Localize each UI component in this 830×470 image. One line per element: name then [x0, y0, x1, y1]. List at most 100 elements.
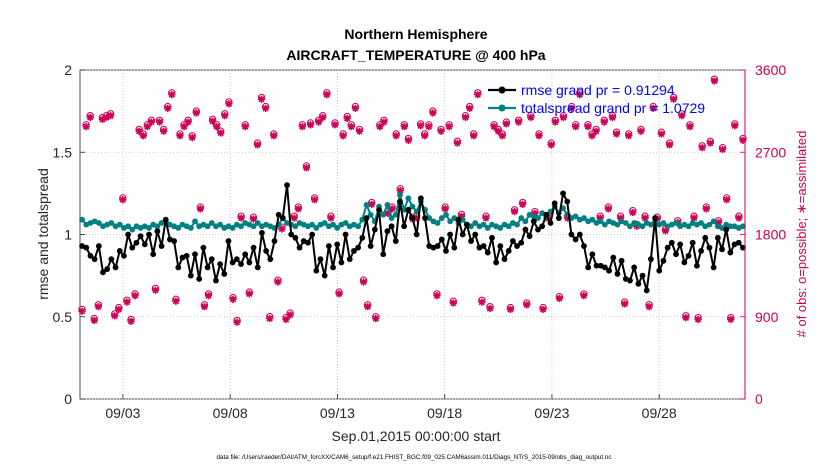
assimilated-obs-point [523, 301, 531, 309]
assimilated-obs-point [555, 294, 563, 303]
y-left-tick-label: 1.5 [53, 144, 73, 160]
totalspread-point [192, 218, 198, 225]
y-right-tick-label: 2700 [755, 144, 786, 160]
assimilated-obs-point [155, 118, 164, 126]
rmse-point [727, 249, 734, 256]
rmse-point [317, 256, 324, 263]
assimilated-obs-point [506, 305, 515, 314]
rmse-point [87, 252, 94, 259]
rmse-point [643, 287, 650, 294]
assimilated-obs-point [735, 214, 743, 222]
rmse-point [83, 244, 90, 251]
totalspread-point [614, 221, 621, 228]
assimilated-obs-point [106, 112, 115, 120]
rmse-point [451, 244, 458, 251]
rmse-point [108, 256, 115, 263]
plot-area [79, 69, 746, 400]
assimilated-obs-point [388, 205, 396, 213]
rmse-point [710, 264, 717, 271]
totalspread-point [229, 225, 236, 231]
assimilated-obs-point [160, 127, 168, 135]
rmse-point [292, 234, 299, 241]
rmse-point [522, 226, 529, 233]
assimilated-obs-point [445, 123, 453, 131]
assimilated-obs-point [123, 298, 131, 306]
rmse-point [288, 231, 295, 238]
rmse-point [271, 238, 278, 244]
rmse-point [116, 248, 123, 254]
assimilated-obs-point [262, 104, 270, 112]
assimilated-obs-point [184, 118, 192, 126]
assimilated-obs-point [323, 91, 331, 99]
assimilated-obs-point [102, 113, 111, 122]
assimilated-obs-point [257, 95, 266, 103]
totalspread-point [601, 221, 608, 228]
totalspread-point [342, 220, 349, 226]
series-nobs_assimilated [78, 77, 747, 326]
totalspread-point [589, 216, 596, 223]
rmse-point [254, 264, 261, 271]
rmse-point [141, 241, 148, 248]
totalspread-point [208, 220, 215, 226]
assimilated-obs-point [657, 130, 665, 138]
assimilated-obs-point [551, 118, 559, 126]
totalspread-point [388, 215, 395, 221]
assimilated-obs-point [510, 208, 519, 216]
totalspread-point [313, 225, 320, 231]
rmse-point [91, 256, 98, 263]
rmse-point [589, 251, 596, 258]
assimilated-obs-point [135, 127, 143, 135]
assimilated-obs-point [315, 118, 323, 126]
rmse-point [351, 248, 357, 254]
assimilated-obs-point [470, 132, 478, 140]
assimilated-obs-point [115, 305, 123, 314]
assimilated-obs-point [588, 132, 596, 140]
assimilated-obs-point [274, 278, 282, 286]
assimilated-obs-point [661, 227, 670, 235]
assimilated-obs-point [670, 95, 678, 103]
rmse-point [723, 226, 730, 233]
totalspread-point [572, 213, 579, 220]
rmse-point [518, 239, 525, 246]
totalspread-point [698, 220, 704, 226]
assimilated-obs-point [310, 196, 319, 204]
rmse-point [610, 254, 617, 261]
rmse-point [355, 244, 362, 251]
rmse-point [330, 264, 336, 271]
totalspread-point [480, 221, 487, 228]
rmse-point [284, 182, 290, 189]
totalspread-point [250, 223, 257, 230]
y-right-tick-label: 3600 [755, 62, 786, 78]
assimilated-obs-point [111, 312, 119, 320]
assimilated-obs-point [282, 315, 290, 324]
rmse-point [555, 215, 562, 221]
assimilated-obs-point [527, 113, 535, 122]
x-tick-label: 09/23 [534, 405, 569, 421]
rmse-point [275, 211, 282, 218]
rmse-point [618, 257, 625, 264]
assimilated-obs-point [457, 212, 466, 220]
assimilated-obs-point [478, 298, 486, 306]
rmse-point [100, 269, 106, 276]
totalspread-point [673, 220, 679, 226]
assimilated-obs-point [245, 290, 253, 298]
assimilated-obs-point [453, 139, 461, 147]
assimilated-obs-point [621, 300, 629, 308]
assimilated-obs-point [629, 208, 637, 217]
legend-rmse-label: rmse grand pr = 0.91294 [521, 82, 675, 98]
x-tick-label: 09/28 [642, 405, 677, 421]
rmse-point [192, 251, 198, 258]
rmse-point [740, 244, 746, 251]
rmse-point [334, 241, 341, 248]
assimilated-obs-point [649, 104, 657, 112]
assimilated-obs-point [78, 307, 86, 315]
rmse-point [459, 231, 466, 238]
totalspread-point [330, 221, 336, 228]
rmse-point [631, 264, 638, 271]
rmse-point [338, 259, 345, 266]
rmse-point [673, 251, 679, 258]
assimilated-obs-point [286, 311, 294, 319]
assimilated-obs-point [486, 304, 494, 313]
totalspread-point [321, 220, 328, 226]
